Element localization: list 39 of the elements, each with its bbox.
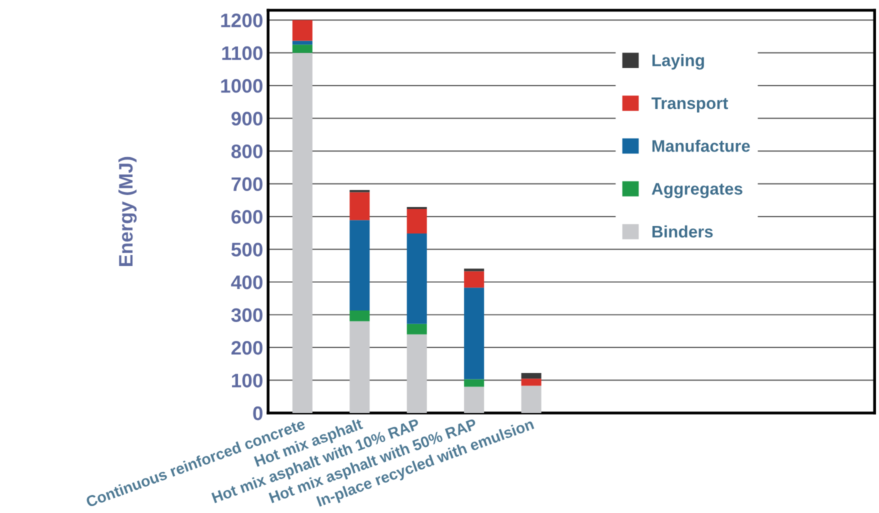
legend-label: Aggregates (652, 183, 742, 198)
bar (350, 321, 370, 413)
bar (406, 234, 427, 324)
y-tick-label: 900 (231, 112, 262, 126)
bar (464, 386, 484, 413)
y-tick-label: 300 (231, 308, 262, 322)
y-tick-label: 800 (231, 144, 262, 158)
y-tick-label: 400 (231, 275, 262, 290)
bar (464, 271, 484, 288)
y-tick-label: 600 (232, 210, 262, 224)
bar (406, 208, 427, 234)
legend-label: Binders (652, 225, 713, 238)
legend-label: Manufacture (652, 140, 750, 152)
bar (292, 44, 312, 53)
bar (464, 379, 484, 387)
bar (521, 373, 542, 379)
legend-label: Transport (652, 98, 728, 112)
bar (521, 378, 542, 386)
bar (406, 324, 427, 334)
y-tick-label: 1100 (222, 46, 262, 60)
bar (464, 268, 484, 272)
y-tick-label: 100 (232, 374, 262, 388)
bar (406, 334, 427, 413)
y-tick-label: 500 (231, 242, 262, 256)
bar (350, 310, 370, 322)
bar (350, 192, 370, 220)
y-axis-title: Energy (MJ) (118, 156, 137, 266)
y-tick-label: 0 (253, 406, 262, 420)
bar (292, 20, 312, 41)
y-tick-label: 1200 (221, 14, 262, 28)
bar (292, 52, 312, 413)
bar (350, 220, 370, 310)
y-tick-label: 700 (232, 177, 262, 192)
bar (464, 288, 484, 380)
bar (521, 386, 542, 413)
y-tick-label: 200 (231, 340, 262, 355)
bar (292, 40, 312, 45)
legend-label: Laying (652, 54, 704, 70)
y-tick-label: 1000 (221, 79, 262, 93)
